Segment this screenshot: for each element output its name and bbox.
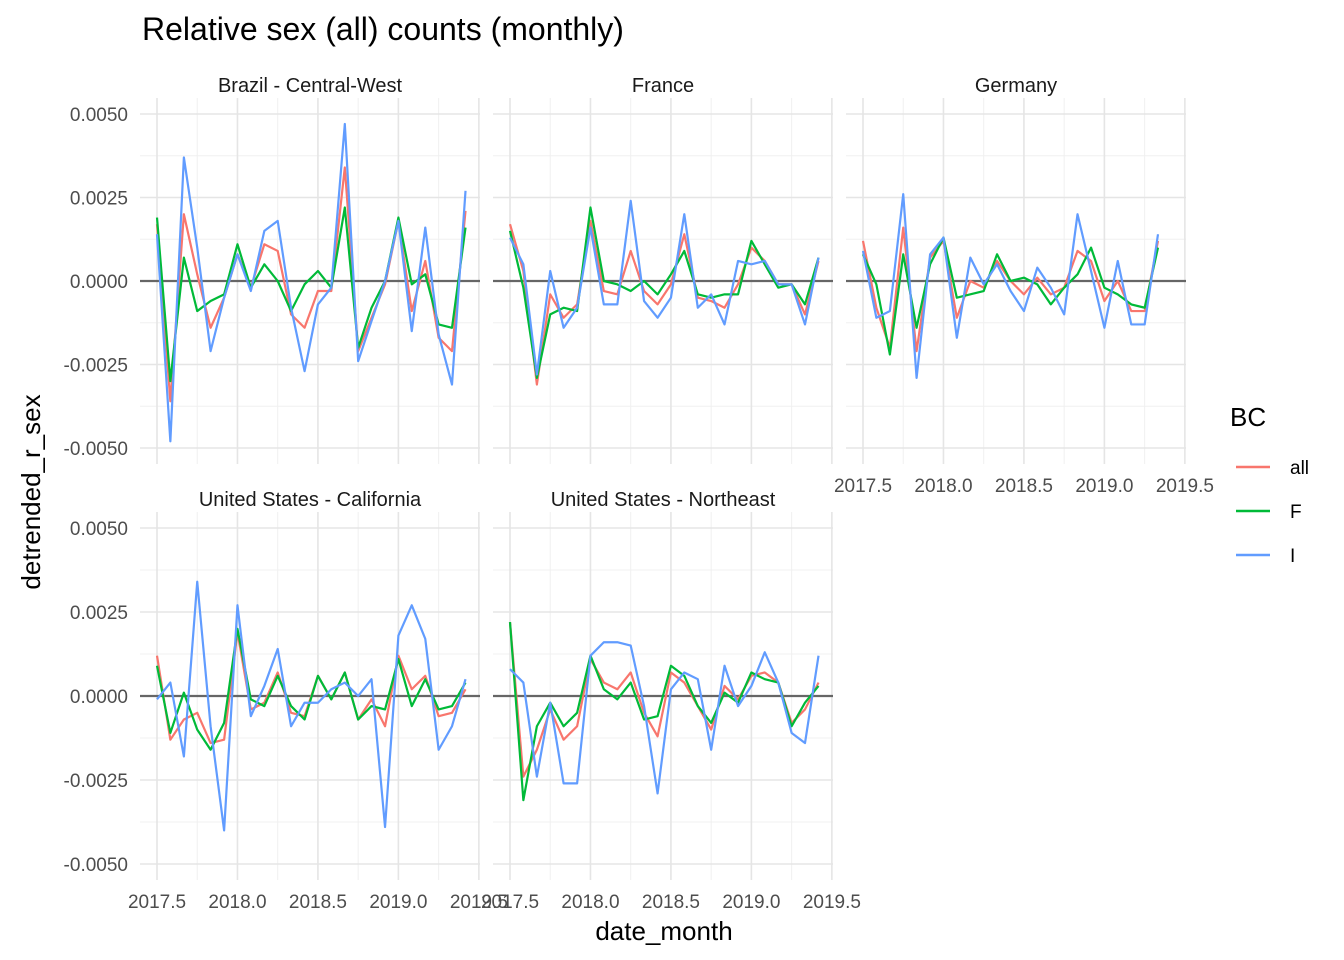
facet-strip-label: Brazil - Central-West — [218, 75, 403, 97]
x-tick-label: 2019.0 — [1075, 476, 1133, 497]
series-line-I — [156, 580, 467, 832]
y-tick-label: -0.0025 — [64, 356, 128, 377]
legend-label-I: I — [1290, 546, 1295, 567]
series-line-I — [861, 193, 1160, 379]
x-tick-label: 2019.5 — [450, 892, 508, 913]
series-line-all — [508, 621, 820, 778]
series-line-all — [508, 219, 820, 386]
facet-strip-label: Germany — [975, 75, 1057, 97]
series-line-F — [155, 627, 467, 751]
y-tick-label: -0.0025 — [64, 771, 128, 792]
x-tick-label: 2018.0 — [208, 892, 266, 913]
series-line-all — [155, 166, 467, 403]
legend-title: BC — [1230, 402, 1266, 432]
series-line-I — [509, 199, 820, 376]
y-axis-title: detrended_r_sex — [16, 394, 46, 589]
series-line-I — [155, 122, 467, 443]
facet-panel: United States - California -0.0050 -0.0025… — [64, 489, 508, 913]
x-tick-label: 2018.0 — [561, 892, 619, 913]
x-axis-title: date_month — [595, 916, 732, 946]
x-tick-label: 2017.5 — [834, 476, 892, 497]
facet-strip-label: United States - California — [199, 489, 422, 511]
y-tick-label: 0.0050 — [70, 519, 128, 540]
x-tick-label: 2018.5 — [289, 892, 347, 913]
legend: BC all F I — [1230, 402, 1309, 567]
x-tick-label: 2017.5 — [481, 892, 539, 913]
chart-title: Relative sex (all) counts (monthly) — [142, 11, 624, 47]
y-tick-label: 0.0025 — [70, 189, 128, 210]
series-line-I — [509, 641, 820, 795]
x-tick-label: 2019.5 — [1156, 476, 1214, 497]
legend-label-all: all — [1290, 458, 1309, 479]
facet-panel: Brazil - Central-West -0.0050 -0.0025 0.000… — [64, 75, 480, 464]
facet-strip-label: France — [632, 75, 694, 97]
y-tick-label: -0.0050 — [64, 439, 128, 460]
legend-label-F: F — [1290, 502, 1302, 523]
series-line-F — [508, 621, 820, 802]
x-tick-label: 2018.0 — [914, 476, 972, 497]
facet-strip-label: United States - Northeast — [551, 489, 776, 511]
facet-panel: United States - Northeast 2017.5 2018.0 201… — [481, 489, 861, 913]
series-line-F — [155, 206, 467, 383]
x-tick-label: 2017.5 — [128, 892, 186, 913]
y-tick-label: 0.0000 — [70, 687, 128, 708]
series-line-F — [508, 206, 820, 379]
y-tick-label: -0.0050 — [64, 855, 128, 876]
x-tick-label: 2019.5 — [803, 892, 861, 913]
facet-panel: Germany 2017.5 2018.0 2018.5 2019.0 2019.5 — [834, 75, 1214, 497]
y-tick-label: 0.0025 — [70, 603, 128, 624]
y-tick-label: 0.0000 — [70, 272, 128, 293]
facet-panel: France — [493, 75, 833, 464]
y-tick-label: 0.0050 — [70, 105, 128, 126]
x-tick-label: 2018.5 — [642, 892, 700, 913]
x-tick-label: 2019.0 — [722, 892, 780, 913]
x-tick-label: 2019.0 — [369, 892, 427, 913]
facet-panels: Brazil - Central-West -0.0050 -0.0025 0.000… — [64, 75, 1214, 913]
x-tick-label: 2018.5 — [995, 476, 1053, 497]
